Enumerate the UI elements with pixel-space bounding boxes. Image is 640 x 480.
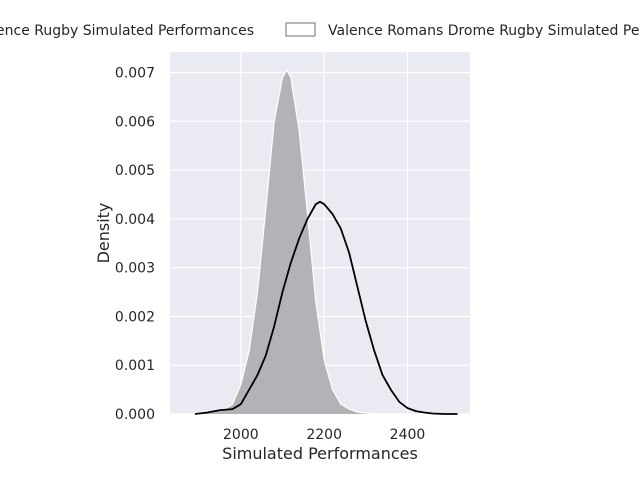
grid-lines	[170, 52, 470, 415]
valence-density-line	[194, 200, 458, 415]
legend-label-valence: Valence Romans Drome Rugby Simulated Per	[328, 23, 640, 39]
series-layer	[186, 68, 458, 415]
y-tick-label: 0.002	[115, 309, 155, 325]
x-tick-label: 2400	[390, 427, 426, 443]
y-axis-label: Density	[94, 203, 113, 264]
y-tick-label: 0.003	[115, 261, 155, 277]
y-tick-label: 0.001	[115, 358, 155, 374]
y-tick-label: 0.005	[115, 163, 155, 179]
tick-labels: 2000 2200 2400 0.000 0.001 0.002 0.003 0.004 0.0…	[115, 65, 425, 443]
provence-density-outline	[186, 68, 379, 415]
x-tick-label: 2000	[223, 427, 259, 443]
legend: rence Rugby Simulated Performances Valen…	[0, 22, 640, 39]
y-tick-label: 0.007	[115, 65, 155, 81]
provence-density-area	[186, 70, 379, 414]
legend-label-provence: rence Rugby Simulated Performances	[0, 23, 254, 39]
x-axis-label: Simulated Performances	[222, 444, 418, 463]
x-tick-label: 2200	[306, 427, 342, 443]
y-tick-label: 0.006	[115, 114, 155, 130]
legend-swatch-valence	[285, 22, 316, 37]
y-tick-label: 0.000	[115, 407, 155, 423]
y-tick-label: 0.004	[115, 212, 155, 228]
